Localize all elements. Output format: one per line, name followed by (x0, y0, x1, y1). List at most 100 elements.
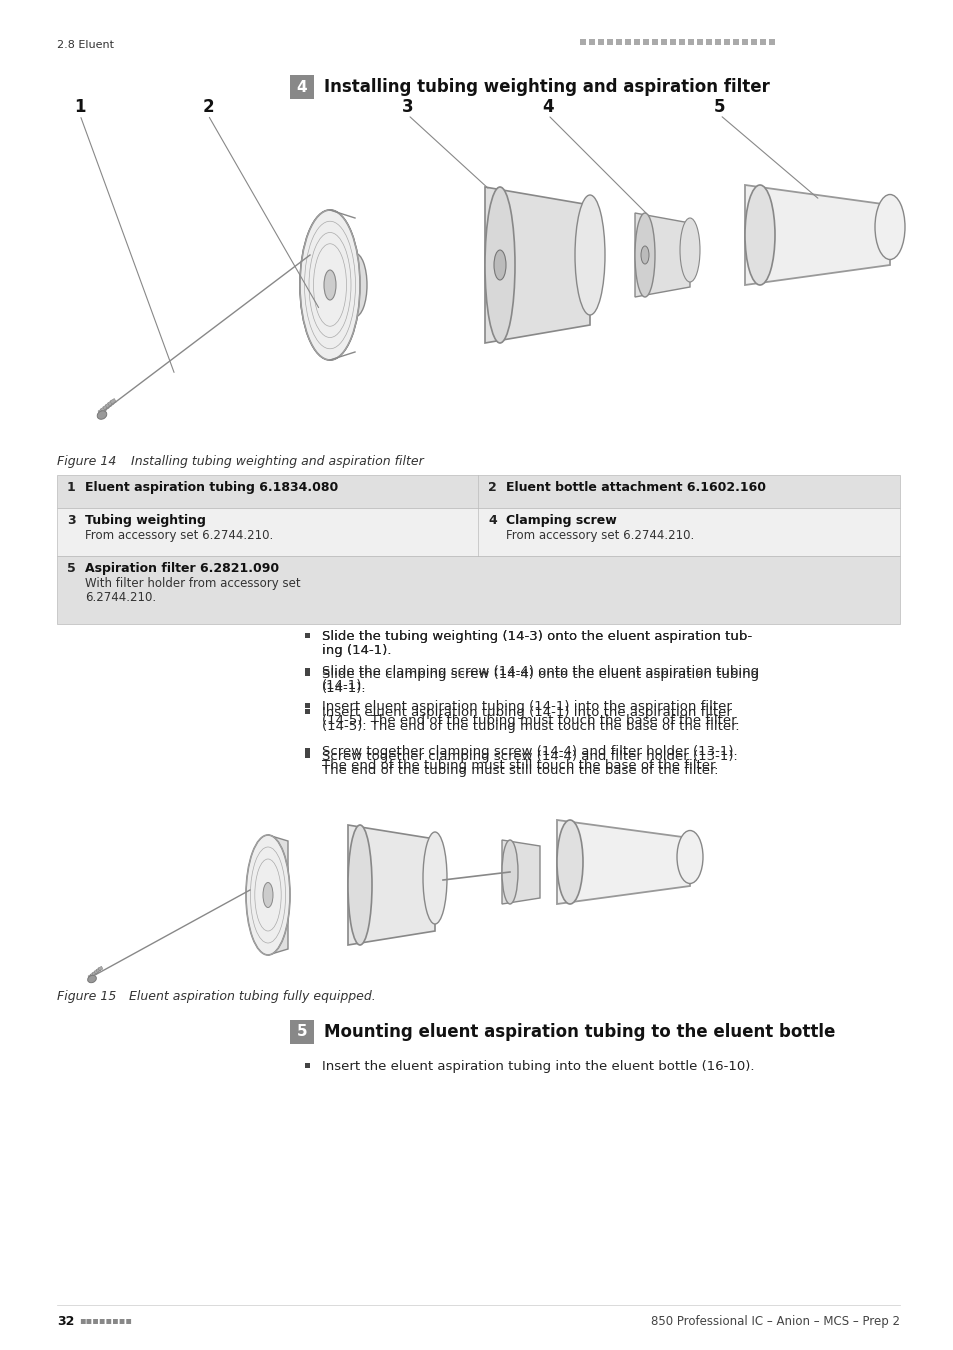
Text: Eluent aspiration tubing 6.1834.080: Eluent aspiration tubing 6.1834.080 (85, 481, 338, 494)
Bar (98, 409, 104, 414)
Ellipse shape (324, 270, 335, 300)
Text: Eluent bottle attachment 6.1602.160: Eluent bottle attachment 6.1602.160 (506, 481, 765, 494)
Bar (616, 39, 621, 45)
Ellipse shape (484, 188, 515, 343)
Bar (305, 703, 310, 707)
Text: Slide the clamping screw (14-4) onto the eluent aspiration tubing: Slide the clamping screw (14-4) onto the… (322, 666, 759, 678)
Ellipse shape (744, 185, 774, 285)
Text: Figure 14: Figure 14 (57, 455, 116, 468)
Bar (290, 76, 314, 99)
Ellipse shape (88, 975, 96, 983)
Polygon shape (484, 188, 589, 343)
Text: From accessory set 6.2744.210.: From accessory set 6.2744.210. (506, 529, 694, 541)
Text: 3: 3 (67, 514, 75, 526)
Bar (88, 975, 92, 979)
Text: 5: 5 (296, 1025, 307, 1040)
Text: (14-1).: (14-1). (322, 679, 366, 693)
Text: 850 Professional IC – Anion – MCS – Prep 2: 850 Professional IC – Anion – MCS – Prep… (650, 1315, 899, 1328)
Ellipse shape (501, 840, 517, 905)
Text: (14-5). The end of the tubing must touch the base of the filter.: (14-5). The end of the tubing must touch… (322, 720, 739, 733)
Text: With filter holder from accessory set: With filter holder from accessory set (85, 576, 300, 590)
Bar (290, 1021, 314, 1044)
Ellipse shape (575, 194, 604, 315)
Ellipse shape (635, 213, 655, 297)
Polygon shape (557, 819, 689, 904)
Polygon shape (744, 185, 889, 285)
Text: The end of the tubing must still touch the base of the filter.: The end of the tubing must still touch t… (322, 759, 718, 772)
Bar (108, 401, 113, 406)
Bar (679, 39, 684, 45)
Bar (96, 968, 101, 972)
Text: 6.2744.210.: 6.2744.210. (85, 591, 156, 603)
Bar (305, 1062, 310, 1068)
Text: Insert eluent aspiration tubing (14-1) into the aspiration filter: Insert eluent aspiration tubing (14-1) i… (322, 706, 731, 720)
Bar (697, 39, 702, 45)
Text: Eluent aspiration tubing fully equipped.: Eluent aspiration tubing fully equipped. (117, 990, 375, 1003)
Bar (750, 39, 757, 45)
Text: 5: 5 (67, 562, 75, 575)
Bar (598, 39, 603, 45)
Bar (651, 39, 658, 45)
Text: 4: 4 (541, 99, 554, 116)
Bar (588, 39, 595, 45)
Text: ▪▪▪▪▪▪▪▪: ▪▪▪▪▪▪▪▪ (79, 1315, 132, 1324)
Ellipse shape (422, 832, 447, 923)
Polygon shape (635, 213, 689, 297)
Ellipse shape (348, 825, 372, 945)
Ellipse shape (874, 194, 904, 259)
Bar (579, 39, 585, 45)
Polygon shape (348, 825, 435, 945)
Text: 2: 2 (202, 99, 213, 116)
Bar (714, 39, 720, 45)
Bar (305, 671, 310, 676)
Text: 2.8 Eluent: 2.8 Eluent (57, 40, 113, 50)
Text: 4: 4 (488, 514, 497, 526)
Text: (14-1).: (14-1). (322, 682, 366, 695)
Text: 4: 4 (296, 80, 307, 94)
Text: 1: 1 (67, 481, 75, 494)
Bar (305, 709, 310, 714)
Ellipse shape (299, 211, 359, 360)
Polygon shape (268, 836, 288, 954)
Bar (660, 39, 666, 45)
Bar (305, 668, 310, 674)
Bar (91, 971, 97, 976)
Ellipse shape (246, 836, 290, 954)
Bar (305, 748, 310, 753)
Bar (760, 39, 765, 45)
Bar (100, 406, 107, 413)
Bar (103, 405, 109, 410)
Text: Tubing weighting: Tubing weighting (85, 514, 206, 526)
Ellipse shape (97, 410, 107, 420)
Text: Slide the tubing weighting (14-3) onto the eluent aspiration tub-: Slide the tubing weighting (14-3) onto t… (322, 630, 751, 643)
Bar (634, 39, 639, 45)
Text: 1: 1 (74, 99, 86, 116)
Text: Insert the eluent aspiration tubing into the eluent bottle (16-10).: Insert the eluent aspiration tubing into… (322, 1060, 754, 1073)
Text: Mounting eluent aspiration tubing to the eluent bottle: Mounting eluent aspiration tubing to the… (324, 1023, 835, 1041)
Polygon shape (501, 840, 539, 905)
Bar (98, 967, 103, 971)
Bar (705, 39, 711, 45)
Text: 5: 5 (714, 99, 725, 116)
Text: Figure 15: Figure 15 (57, 990, 116, 1003)
Text: 32: 32 (57, 1315, 74, 1328)
Text: Aspiration filter 6.2821.090: Aspiration filter 6.2821.090 (85, 562, 279, 575)
Ellipse shape (299, 211, 359, 360)
Text: Clamping screw: Clamping screw (506, 514, 617, 526)
Text: Slide the clamping screw (14-4) onto the eluent aspiration tubing: Slide the clamping screw (14-4) onto the… (322, 668, 759, 680)
Text: (14-5). The end of the tubing must touch the base of the filter.: (14-5). The end of the tubing must touch… (322, 714, 739, 728)
Bar (642, 39, 648, 45)
Bar (90, 973, 94, 977)
Ellipse shape (679, 217, 700, 282)
Bar (687, 39, 693, 45)
Text: Screw together clamping screw (14-4) and filter holder (13-1).: Screw together clamping screw (14-4) and… (322, 745, 737, 757)
Ellipse shape (263, 883, 273, 907)
Ellipse shape (557, 819, 582, 904)
Text: Installing tubing weighting and aspiration filter: Installing tubing weighting and aspirati… (324, 78, 769, 96)
Text: Screw together clamping screw (14-4) and filter holder (13-1).: Screw together clamping screw (14-4) and… (322, 751, 737, 763)
Text: 3: 3 (402, 99, 414, 116)
Bar (305, 633, 310, 639)
Text: Slide the tubing weighting (14-3) onto the eluent aspiration tub-: Slide the tubing weighting (14-3) onto t… (322, 630, 751, 643)
Bar (110, 398, 116, 405)
Bar (768, 39, 774, 45)
